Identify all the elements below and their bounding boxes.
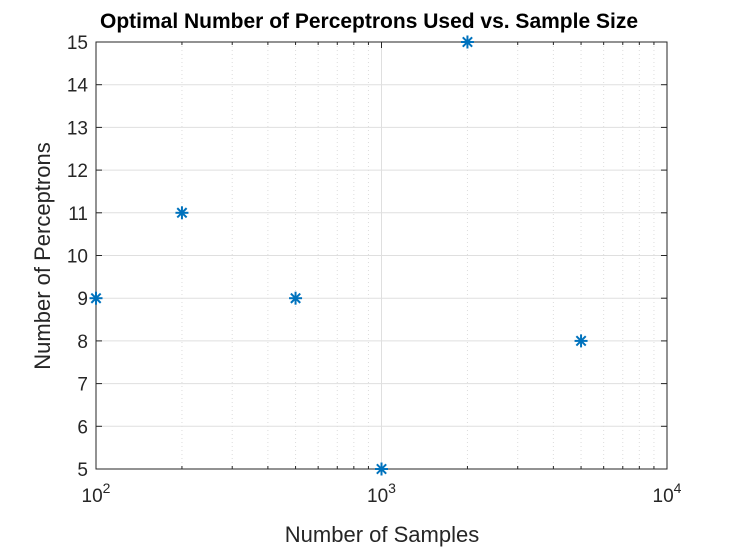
y-tick-label: 8	[77, 332, 88, 353]
data-point	[175, 206, 189, 220]
x-axis-label: Number of Samples	[285, 522, 479, 547]
data-point	[375, 462, 388, 476]
y-tick-label: 11	[68, 204, 88, 225]
y-axis-label: Number of Perceptrons	[30, 142, 55, 369]
data-point	[574, 334, 588, 348]
x-tick-label: 103	[367, 480, 396, 507]
chart-title: Optimal Number of Perceptrons Used vs. S…	[100, 10, 638, 33]
y-tick-label: 10	[67, 247, 88, 268]
y-tick-label: 15	[67, 33, 88, 54]
data-points	[89, 35, 588, 476]
data-point	[289, 291, 303, 305]
data-point	[89, 291, 103, 305]
tick-labels: 102 103 104 5 6 7 8 9 10 11 12 13 14 15	[67, 33, 682, 507]
x-tick-label: 102	[82, 480, 111, 507]
y-tick-label: 9	[77, 289, 88, 310]
x-tick-label: 104	[653, 480, 682, 507]
y-tick-label: 6	[77, 417, 88, 438]
y-tick-label: 12	[67, 161, 88, 182]
grid	[95, 41, 668, 470]
y-tick-label: 14	[67, 76, 89, 97]
y-tick-label: 7	[77, 375, 88, 396]
y-tick-label: 5	[77, 460, 88, 481]
y-tick-label: 13	[67, 118, 88, 139]
data-point	[460, 35, 474, 49]
